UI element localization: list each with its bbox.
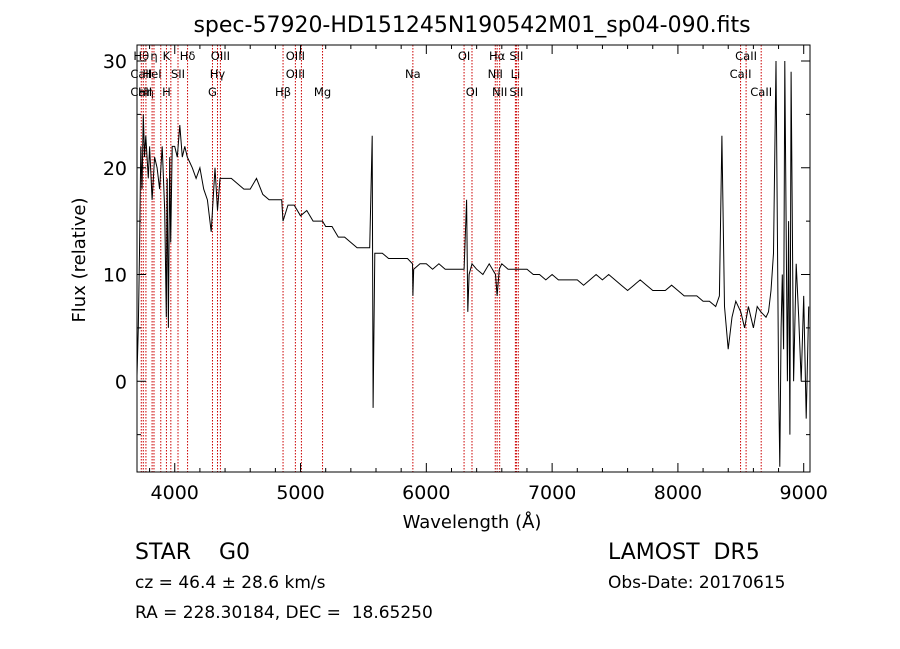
x-tick-label: 6000: [402, 482, 450, 504]
line-label: Hγ: [210, 67, 226, 81]
line-label: Na: [405, 67, 421, 81]
x-axis-ticks: 4000 5000 6000 7000 8000 9000: [149, 45, 828, 504]
x-tick-label: 5000: [276, 482, 324, 504]
y-tick-label: 30: [103, 51, 127, 73]
line-label: Hβ: [275, 85, 291, 99]
x-tick-label: 4000: [151, 482, 199, 504]
line-label: K: [163, 49, 171, 63]
line-label: OIII: [211, 49, 230, 63]
line-label: Mg: [314, 85, 331, 99]
x-axis-label: Wavelength (Å): [403, 511, 542, 533]
y-tick-label: 20: [103, 158, 127, 180]
x-tick-label: 9000: [780, 482, 828, 504]
line-label: Hδ: [180, 49, 196, 63]
x-tick-label: 7000: [528, 482, 576, 504]
line-label: Li: [511, 67, 521, 81]
line-label: HeI: [143, 67, 162, 81]
plot-frame: [136, 44, 811, 473]
line-label: CaII: [730, 67, 752, 81]
line-label: Hα: [489, 49, 506, 63]
line-label: NII: [492, 85, 507, 99]
survey-name: LAMOST DR5: [608, 540, 760, 565]
spectrum-chart: spec-57920-HD151245N190542M01_sp04-090.f…: [69, 13, 828, 533]
line-label: OI: [458, 49, 470, 63]
redshift-velocity: cz = 46.4 ± 28.6 km/s: [135, 573, 326, 593]
y-axis-ticks: 0 10 20 30: [103, 51, 810, 436]
line-label: CaII: [750, 85, 772, 99]
line-label: NII: [488, 67, 503, 81]
line-label: OI: [466, 85, 478, 99]
line-label: CaII: [130, 85, 152, 99]
line-label: η: [150, 49, 157, 63]
line-label: OIII: [286, 67, 305, 81]
x-tick-label: 8000: [654, 482, 702, 504]
line-label: CaII: [130, 67, 152, 81]
chart-title: spec-57920-HD151245N190542M01_sp04-090.f…: [193, 13, 750, 38]
line-label: CaII: [735, 49, 757, 63]
observation-date: Obs-Date: 20170615: [608, 573, 786, 593]
line-label: G: [208, 85, 217, 99]
y-axis-label: Flux (relative): [69, 197, 90, 322]
coordinates: RA = 228.30184, DEC = 18.65250: [135, 603, 433, 623]
line-label: SII: [509, 85, 523, 99]
line-label: SII: [171, 67, 185, 81]
line-label: Hη: [138, 85, 154, 99]
y-tick-label: 0: [115, 371, 127, 393]
spectrum-line: [136, 60, 810, 467]
y-tick-label: 10: [103, 265, 127, 287]
line-label: OIII: [286, 49, 305, 63]
line-label: H: [162, 85, 171, 99]
object-class: STAR G0: [135, 540, 251, 565]
line-label: SII: [509, 49, 523, 63]
